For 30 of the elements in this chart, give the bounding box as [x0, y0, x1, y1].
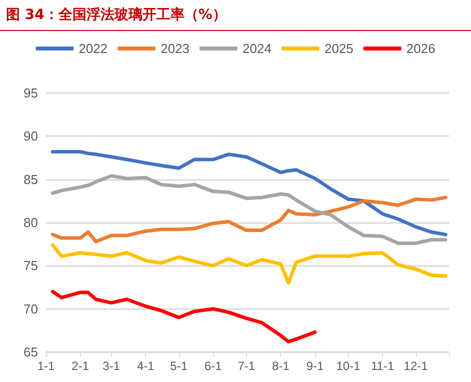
y-tick-label: 90: [24, 128, 38, 144]
y-tick-label: 95: [24, 86, 38, 100]
x-tick-label: 9-1: [306, 359, 324, 373]
x-tick-label: 3-1: [102, 359, 120, 373]
x-tick-label: 8-1: [272, 359, 290, 373]
y-tick-label: 80: [24, 215, 38, 230]
legend-label: 2024: [242, 41, 272, 56]
y-tick-label: 70: [24, 301, 38, 316]
x-tick-label: 1-1: [37, 359, 55, 373]
line-series: [50, 150, 448, 236]
y-tick-label: 85: [24, 172, 38, 187]
legend-label: 2023: [160, 41, 190, 56]
legend-label: 2025: [324, 41, 354, 56]
x-tick-label: 11-1: [371, 359, 394, 373]
y-tick-label: 75: [24, 258, 38, 274]
x-tick-label: 5-1: [170, 359, 188, 373]
legend-label: 2026: [406, 41, 436, 56]
x-tick-label: 2-1: [72, 359, 90, 373]
line-series: [50, 174, 448, 245]
legend-label: 2022: [78, 41, 108, 56]
chart-title: 图 34：全国浮法玻璃开工率（%）: [0, 0, 471, 31]
x-tick-label: 7-1: [238, 359, 256, 373]
x-tick-label: 4-1: [136, 359, 155, 373]
line-series: [50, 290, 317, 344]
x-tick-label: 10-1: [336, 359, 361, 373]
x-tick-label: 6-1: [204, 359, 222, 373]
line-series: [50, 196, 448, 244]
x-tick-label: 12-1: [404, 359, 428, 373]
y-tick-label: 65: [24, 344, 38, 360]
line-series: [50, 243, 448, 285]
